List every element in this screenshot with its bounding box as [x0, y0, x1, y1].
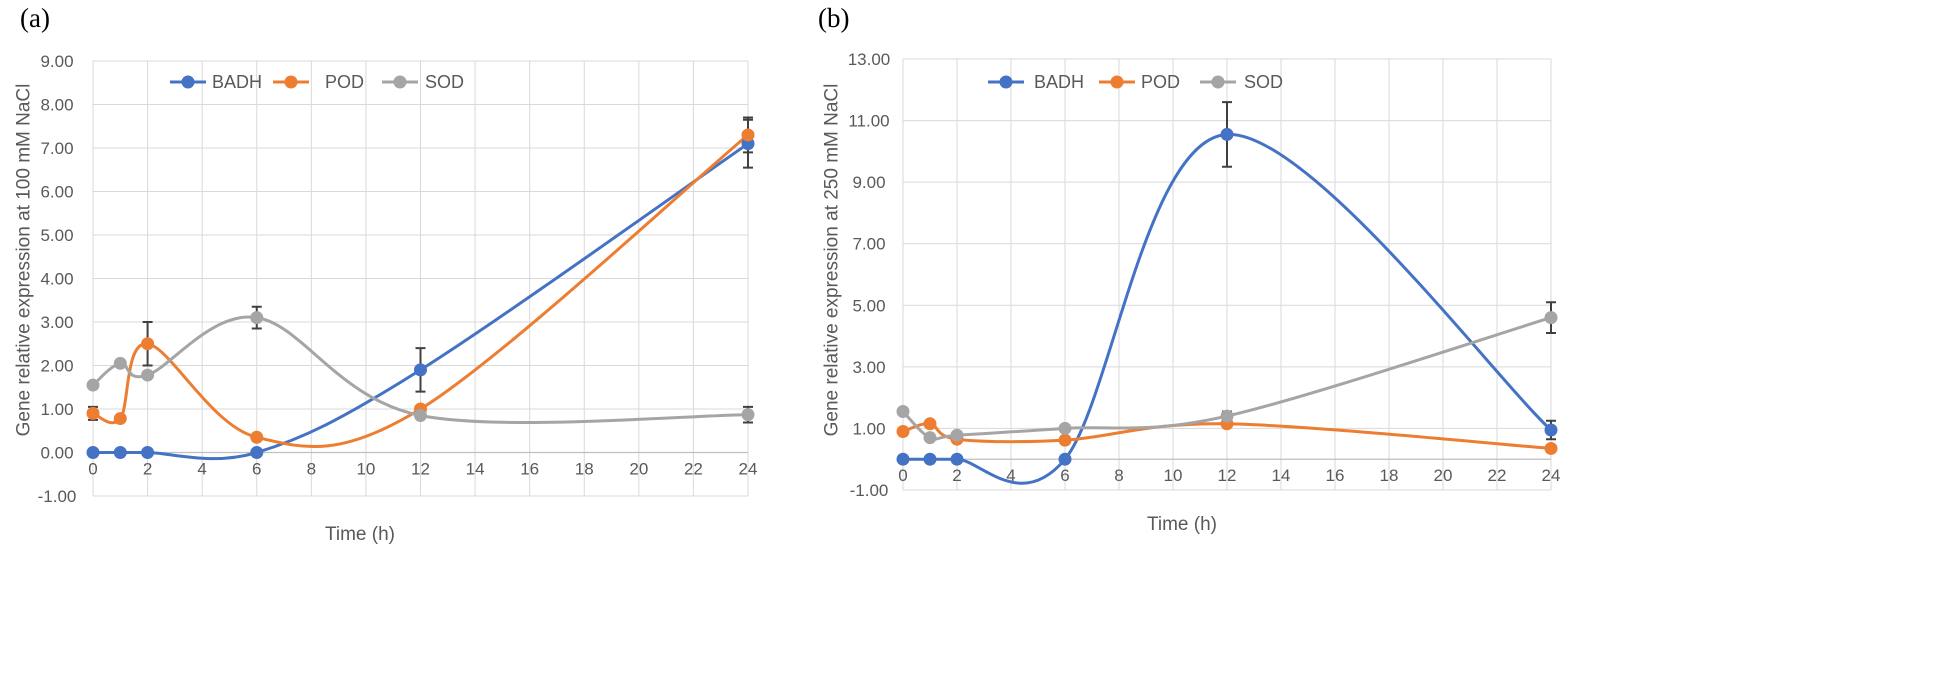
legend-marker-badh — [999, 75, 1013, 89]
x-tick-label: 10 — [1164, 466, 1183, 485]
legend-marker-pod — [284, 75, 298, 89]
x-tick-label: 4 — [1006, 466, 1015, 485]
data-point-sod — [1220, 409, 1234, 423]
data-point-pod — [1058, 433, 1072, 447]
y-tick-label: 1.00 — [40, 400, 73, 419]
x-tick-label: 16 — [520, 460, 539, 479]
data-point-pod — [86, 406, 100, 420]
data-point-badh — [923, 452, 937, 466]
x-tick-label: 8 — [1114, 466, 1123, 485]
legend-label-badh: BADH — [1034, 72, 1084, 92]
data-point-badh — [250, 446, 264, 459]
data-point-pod — [141, 337, 155, 351]
x-tick-label: 0 — [88, 460, 97, 479]
y-tick-label: 9.00 — [40, 52, 73, 71]
panel-label: (b) — [818, 3, 849, 33]
data-point-pod — [250, 430, 264, 444]
legend-label-sod: SOD — [1244, 72, 1283, 92]
legend-label-pod: POD — [1141, 72, 1180, 92]
y-tick-label: -1.00 — [850, 481, 889, 500]
data-point-pod — [896, 425, 910, 439]
x-tick-label: 24 — [1542, 466, 1561, 485]
chart-panel-b: (b) -1.00 1.00 3.00 5.00 7.00 9.00 11.00 13.00 0 2… — [818, 3, 1560, 535]
data-point-pod — [1544, 441, 1558, 455]
x-tick-label: 12 — [1218, 466, 1237, 485]
y-tick-label: 5.00 — [40, 226, 73, 245]
x-tick-label: 18 — [1380, 466, 1399, 485]
data-point-sod — [741, 408, 755, 422]
data-point-badh — [950, 452, 964, 466]
data-point-badh — [1058, 452, 1072, 466]
data-point-badh — [414, 363, 427, 377]
y-tick-label: -1.00 — [38, 487, 77, 506]
data-point-pod — [113, 412, 127, 426]
y-tick-label: 0.00 — [40, 444, 73, 463]
x-tick-label: 16 — [1326, 466, 1345, 485]
x-tick-label: 14 — [1272, 466, 1291, 485]
y-axis-title: Gene relative expression at 250 mM NaCl — [821, 84, 842, 437]
y-tick-label: 6.00 — [40, 183, 73, 202]
y-tick-label: 7.00 — [40, 139, 73, 158]
data-point-sod — [250, 311, 264, 325]
data-point-badh — [896, 452, 910, 466]
x-tick-label: 22 — [1488, 466, 1507, 485]
x-tick-label: 18 — [575, 460, 594, 479]
x-tick-label: 12 — [411, 460, 430, 479]
y-tick-label: 5.00 — [852, 296, 885, 315]
data-point-sod — [923, 431, 937, 445]
data-point-badh — [1220, 127, 1234, 141]
y-tick-label: 3.00 — [852, 358, 885, 377]
data-point-badh — [113, 446, 127, 459]
x-tick-label: 22 — [684, 460, 703, 479]
legend-marker-sod — [393, 75, 407, 89]
legend-label-sod: SOD — [425, 72, 464, 92]
x-axis-title: Time (h) — [1147, 514, 1217, 535]
x-tick-label: 20 — [629, 460, 648, 479]
x-tick-label: 0 — [898, 466, 907, 485]
x-tick-label: 4 — [197, 460, 206, 479]
y-tick-label: 3.00 — [40, 313, 73, 332]
data-point-badh — [86, 446, 100, 459]
data-point-badh — [141, 446, 155, 459]
x-axis-title: Time (h) — [325, 524, 395, 545]
legend-marker-sod — [1211, 75, 1225, 89]
data-point-badh — [1544, 423, 1558, 437]
data-point-pod — [741, 128, 755, 142]
chart-panel-a: (a) -1.00 0.00 1.00 2.00 3.00 4.00 5.00 6.00 7.00… — [13, 3, 757, 545]
y-axis-title: Gene relative expression at 100 mM NaCl — [13, 84, 34, 437]
data-point-sod — [896, 404, 910, 418]
x-tick-label: 8 — [307, 460, 316, 479]
legend-label-pod: POD — [325, 72, 364, 92]
x-tick-label: 14 — [466, 460, 485, 479]
y-tick-label: 8.00 — [40, 96, 73, 115]
x-tick-label: 2 — [952, 466, 961, 485]
legend-label-badh: BADH — [212, 72, 262, 92]
legend-marker-badh — [181, 75, 195, 89]
data-point-pod — [923, 417, 937, 431]
data-point-sod — [141, 368, 155, 382]
x-tick-label: 20 — [1434, 466, 1453, 485]
y-tick-label: 9.00 — [852, 173, 885, 192]
legend-marker-pod — [1110, 75, 1124, 89]
y-tick-label: 13.00 — [848, 50, 891, 69]
x-tick-label: 10 — [356, 460, 375, 479]
data-point-sod — [1544, 311, 1558, 325]
data-point-sod — [86, 378, 100, 392]
x-tick-label: 6 — [1060, 466, 1069, 485]
data-point-sod — [1058, 421, 1072, 435]
y-tick-label: 4.00 — [40, 270, 73, 289]
y-tick-label: 1.00 — [852, 419, 885, 438]
x-tick-label: 6 — [252, 460, 261, 479]
y-tick-label: 2.00 — [40, 357, 73, 376]
y-tick-label: 11.00 — [848, 112, 889, 131]
data-point-sod — [950, 428, 964, 442]
data-point-sod — [113, 356, 127, 370]
data-point-sod — [414, 409, 427, 423]
y-tick-label: 7.00 — [852, 235, 885, 254]
x-tick-label: 24 — [739, 460, 758, 479]
x-tick-label: 2 — [143, 460, 152, 479]
panel-label: (a) — [20, 3, 50, 33]
